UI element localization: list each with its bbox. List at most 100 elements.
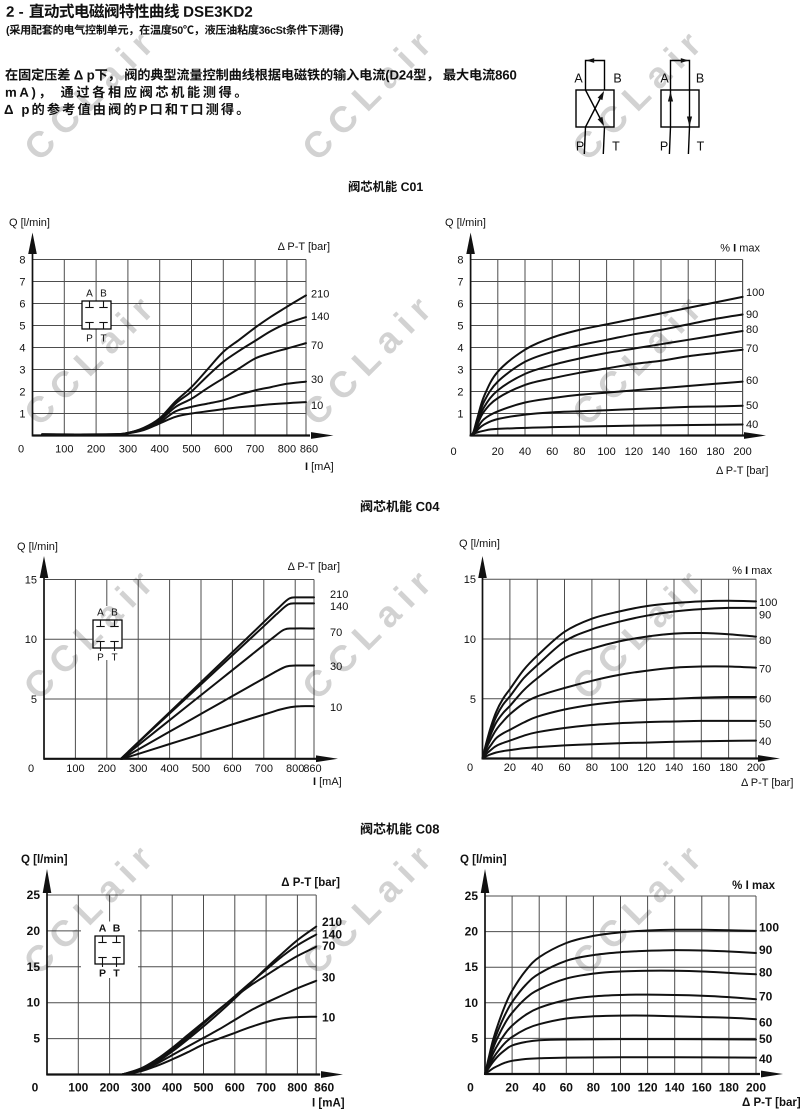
svg-text:B: B — [113, 923, 121, 935]
svg-text:140: 140 — [322, 928, 342, 942]
svg-text:CCLair: CCLair — [16, 832, 167, 983]
svg-text:Δ P-T [bar]: Δ P-T [bar] — [278, 241, 330, 253]
svg-text:50: 50 — [746, 400, 758, 412]
svg-text:300: 300 — [131, 1081, 151, 1095]
svg-text:5: 5 — [457, 321, 463, 333]
svg-text:80: 80 — [746, 324, 758, 336]
svg-text:500: 500 — [193, 1081, 213, 1095]
svg-text:860: 860 — [300, 444, 318, 456]
svg-text:0: 0 — [467, 1081, 474, 1095]
svg-text:CCLair: CCLair — [294, 557, 445, 708]
svg-text:I [mA]: I [mA] — [312, 1098, 345, 1110]
svg-text:60: 60 — [558, 762, 570, 774]
svg-text:140: 140 — [311, 311, 329, 323]
svg-text:60: 60 — [759, 694, 771, 706]
svg-text:B: B — [100, 289, 107, 300]
svg-text:180: 180 — [706, 446, 724, 458]
svg-text:70: 70 — [759, 990, 773, 1004]
svg-text:P: P — [86, 334, 93, 345]
svg-text:200: 200 — [747, 762, 765, 774]
svg-text:120: 120 — [638, 1081, 658, 1095]
svg-text:6: 6 — [457, 299, 463, 311]
svg-text:Δ P-T [bar]: Δ P-T [bar] — [741, 777, 793, 789]
svg-text:120: 120 — [637, 762, 655, 774]
svg-text:Q [l/min]: Q [l/min] — [460, 854, 507, 866]
svg-text:70: 70 — [311, 340, 323, 352]
svg-text:CCLair: CCLair — [294, 18, 445, 169]
svg-text:A: A — [660, 72, 669, 86]
svg-text:T: T — [697, 140, 705, 154]
svg-text:40: 40 — [759, 1052, 773, 1066]
svg-text:300: 300 — [129, 763, 147, 775]
svg-text:40: 40 — [533, 1081, 547, 1095]
svg-text:100: 100 — [68, 1081, 88, 1095]
svg-text:60: 60 — [746, 375, 758, 387]
svg-text:160: 160 — [679, 446, 697, 458]
svg-text:Q [l/min]: Q [l/min] — [9, 217, 50, 229]
svg-text:5: 5 — [33, 1032, 40, 1046]
svg-text:Δ P-T [bar]: Δ P-T [bar] — [742, 1097, 800, 1109]
svg-text:P: P — [99, 968, 106, 980]
svg-text:100: 100 — [55, 444, 73, 456]
svg-text:200: 200 — [746, 1081, 766, 1095]
svg-text:140: 140 — [652, 446, 670, 458]
svg-text:80: 80 — [586, 762, 598, 774]
svg-text:70: 70 — [746, 343, 758, 355]
svg-text:20: 20 — [504, 762, 516, 774]
svg-text:T: T — [100, 334, 106, 345]
svg-text:10: 10 — [25, 634, 37, 646]
svg-text:90: 90 — [759, 610, 771, 622]
svg-text:10: 10 — [464, 634, 476, 646]
svg-text:800: 800 — [278, 444, 296, 456]
svg-text:I [mA]: I [mA] — [305, 461, 334, 473]
svg-text:70: 70 — [322, 939, 336, 953]
svg-text:15: 15 — [465, 960, 479, 974]
svg-text:700: 700 — [255, 763, 273, 775]
svg-text:3: 3 — [19, 365, 25, 377]
svg-text:80: 80 — [573, 446, 585, 458]
svg-text:0: 0 — [450, 446, 456, 458]
svg-text:B: B — [613, 72, 621, 86]
svg-text:3: 3 — [457, 365, 463, 377]
svg-text:20: 20 — [27, 924, 41, 938]
svg-text:I [mA]: I [mA] — [313, 776, 342, 788]
svg-text:CCLair: CCLair — [564, 832, 715, 983]
svg-text:180: 180 — [719, 1081, 739, 1095]
svg-text:6: 6 — [19, 299, 25, 311]
svg-text:CCLair: CCLair — [294, 832, 445, 983]
svg-text:60: 60 — [560, 1081, 574, 1095]
svg-text:B: B — [111, 608, 118, 619]
svg-text:15: 15 — [464, 574, 476, 586]
svg-text:Δ P-T [bar]: Δ P-T [bar] — [716, 465, 768, 477]
svg-text:200: 200 — [100, 1081, 120, 1095]
svg-text:100: 100 — [66, 763, 84, 775]
svg-text:20: 20 — [465, 925, 479, 939]
svg-text:120: 120 — [625, 446, 643, 458]
svg-text:0: 0 — [28, 763, 34, 775]
svg-text:Q [l/min]: Q [l/min] — [459, 538, 500, 550]
svg-text:1: 1 — [19, 409, 25, 421]
svg-text:60: 60 — [546, 446, 558, 458]
svg-text:860: 860 — [303, 763, 321, 775]
svg-text:200: 200 — [733, 446, 751, 458]
svg-text:30: 30 — [330, 661, 342, 673]
svg-text:10: 10 — [311, 400, 323, 412]
svg-text:CCLair: CCLair — [564, 18, 715, 169]
svg-text:P: P — [660, 140, 668, 154]
svg-text:0: 0 — [467, 762, 473, 774]
svg-text:25: 25 — [465, 889, 479, 903]
svg-text:30: 30 — [322, 971, 336, 985]
svg-text:% I max: % I max — [732, 880, 775, 892]
svg-text:A: A — [86, 289, 93, 300]
svg-text:5: 5 — [31, 694, 37, 706]
svg-text:800: 800 — [286, 763, 304, 775]
svg-text:5: 5 — [19, 321, 25, 333]
svg-text:5: 5 — [471, 1031, 478, 1045]
svg-text:100: 100 — [610, 1081, 630, 1095]
svg-text:5: 5 — [470, 694, 476, 706]
svg-text:400: 400 — [162, 1081, 182, 1095]
svg-text:2: 2 — [457, 387, 463, 399]
svg-text:15: 15 — [25, 575, 37, 587]
svg-text:140: 140 — [330, 601, 348, 613]
svg-text:70: 70 — [759, 664, 771, 676]
